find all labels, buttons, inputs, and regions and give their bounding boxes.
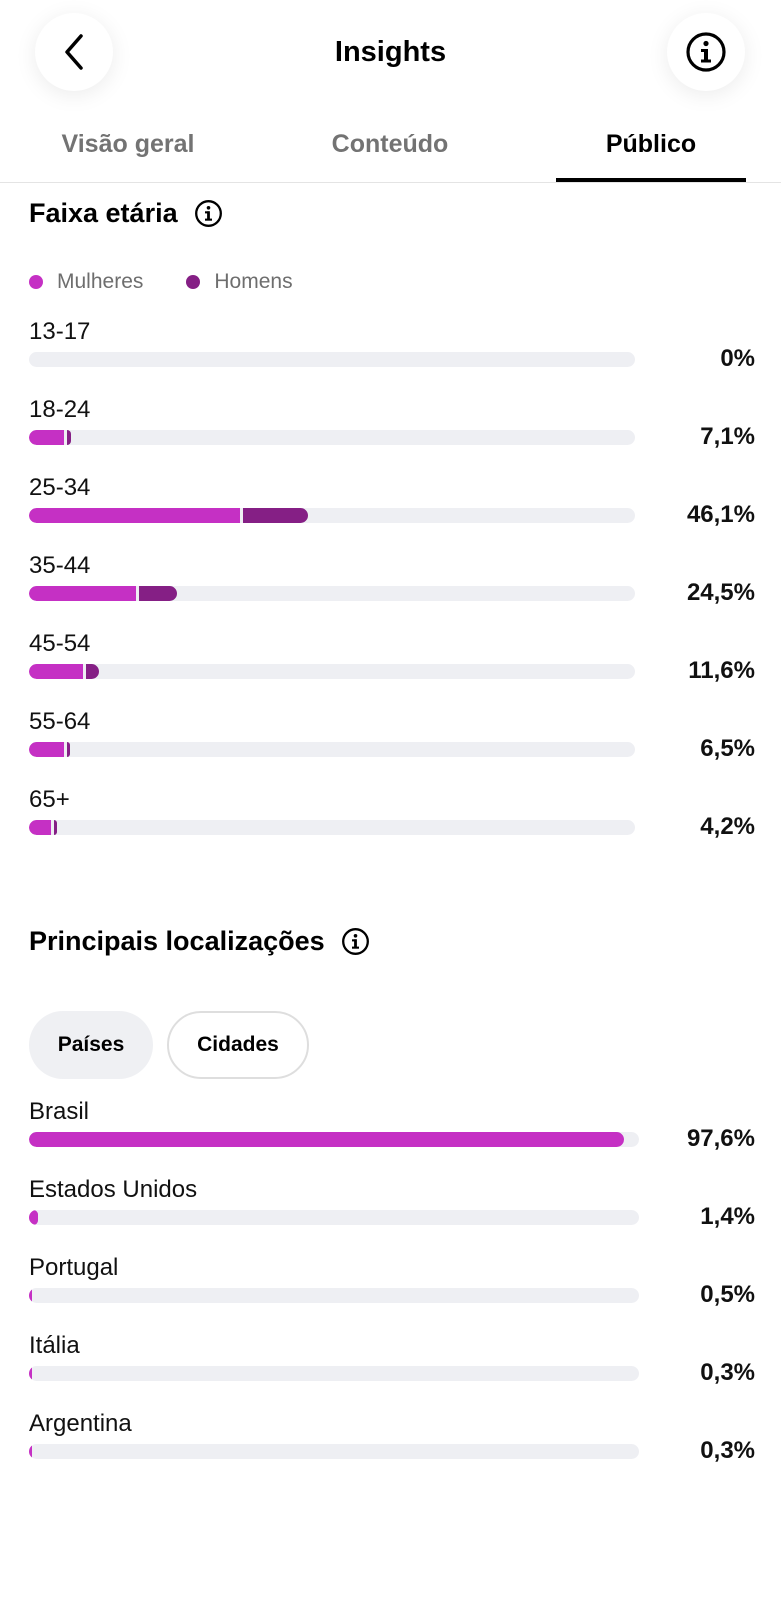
location-bar-track [29, 1366, 639, 1381]
age-row: 55-64 6,5% [29, 708, 755, 786]
tab-content[interactable]: Conteúdo [331, 130, 449, 158]
location-bar-fill [29, 1288, 33, 1303]
tab-bar: Visão geral Conteúdo Público [0, 120, 781, 183]
location-row: Brasil 97,6% [29, 1098, 755, 1176]
age-bar-track [29, 586, 635, 601]
men-bar-segment [85, 664, 100, 679]
age-row: 13-17 0% [29, 318, 755, 396]
women-bar-segment [29, 664, 83, 679]
location-bar-fill [29, 1210, 38, 1225]
info-circle-icon[interactable] [341, 927, 370, 956]
legend-men-label: Homens [214, 270, 293, 293]
filter-countries[interactable]: Países [29, 1011, 153, 1079]
location-row: Argentina 0,3% [29, 1410, 755, 1488]
women-bar-segment [29, 586, 136, 601]
age-range-label: 35-44 [29, 552, 91, 579]
women-bar-segment [29, 430, 65, 445]
age-section-header: Faixa etária [29, 198, 223, 229]
tab-audience[interactable]: Público [605, 130, 697, 158]
men-bar-segment [138, 586, 178, 601]
info-circle-icon [686, 32, 726, 72]
age-percentage: 0% [720, 345, 755, 372]
men-bar-segment [67, 430, 72, 445]
women-dot-icon [29, 275, 43, 289]
age-range-label: 45-54 [29, 630, 91, 657]
age-bar-track [29, 742, 635, 757]
age-section-title: Faixa etária [29, 198, 178, 228]
location-percentage: 0,3% [700, 1437, 755, 1464]
back-button[interactable] [35, 13, 113, 91]
age-percentage: 7,1% [700, 423, 755, 450]
location-row: Itália 0,3% [29, 1332, 755, 1410]
age-bar-track [29, 352, 635, 367]
location-bar-track [29, 1132, 639, 1147]
location-label: Estados Unidos [29, 1176, 198, 1203]
info-button[interactable] [667, 13, 745, 91]
location-label: Argentina [29, 1410, 132, 1437]
location-bar-track [29, 1210, 639, 1225]
age-bar-track [29, 664, 635, 679]
legend-men: Homens [186, 270, 293, 294]
age-percentage: 24,5% [686, 579, 755, 606]
legend-women: Mulheres [29, 270, 143, 294]
location-row: Portugal 0,5% [29, 1254, 755, 1332]
location-percentage: 97,6% [686, 1125, 755, 1152]
men-bar-segment [67, 742, 71, 757]
age-row: 25-34 46,1% [29, 474, 755, 552]
age-bar-track [29, 430, 635, 445]
age-percentage: 46,1% [686, 501, 755, 528]
age-row: 65+ 4,2% [29, 786, 755, 864]
location-bar-track [29, 1288, 639, 1303]
location-percentage: 0,3% [700, 1359, 755, 1386]
location-bar-fill [29, 1444, 32, 1459]
men-bar-segment [53, 820, 57, 835]
location-bar-fill [29, 1132, 625, 1147]
page-title: Insights [334, 36, 447, 68]
age-bar-track [29, 820, 635, 835]
tab-overview[interactable]: Visão geral [61, 130, 195, 158]
age-range-label: 55-64 [29, 708, 91, 735]
age-range-label: 13-17 [29, 318, 91, 345]
age-range-label: 25-34 [29, 474, 91, 501]
age-range-label: 18-24 [29, 396, 91, 423]
filter-cities[interactable]: Cidades [167, 1011, 309, 1079]
age-row: 35-44 24,5% [29, 552, 755, 630]
locations-section-title: Principais localizações [29, 926, 325, 956]
men-bar-segment [242, 508, 309, 523]
women-bar-segment [29, 820, 51, 835]
location-bar-fill [29, 1366, 32, 1381]
active-tab-indicator [556, 178, 746, 182]
age-row: 45-54 11,6% [29, 630, 755, 708]
top-bar: Insights [0, 0, 781, 185]
info-circle-icon[interactable] [194, 199, 223, 228]
age-percentage: 11,6% [688, 657, 755, 684]
location-label: Itália [29, 1332, 80, 1359]
location-bar-track [29, 1444, 639, 1459]
legend-women-label: Mulheres [57, 270, 144, 293]
age-bar-track [29, 508, 635, 523]
age-percentage: 4,2% [700, 813, 755, 840]
location-label: Brasil [29, 1098, 90, 1125]
location-label: Portugal [29, 1254, 119, 1281]
age-percentage: 6,5% [700, 735, 755, 762]
location-row: Estados Unidos 1,4% [29, 1176, 755, 1254]
chevron-left-icon [65, 34, 83, 70]
location-percentage: 0,5% [700, 1281, 755, 1308]
women-bar-segment [29, 508, 240, 523]
age-row: 18-24 7,1% [29, 396, 755, 474]
men-dot-icon [186, 275, 201, 289]
age-range-label: 65+ [29, 786, 70, 813]
locations-section-header: Principais localizações [29, 926, 370, 957]
age-legend: Mulheres Homens [29, 270, 336, 294]
location-percentage: 1,4% [700, 1203, 755, 1230]
women-bar-segment [29, 742, 65, 757]
